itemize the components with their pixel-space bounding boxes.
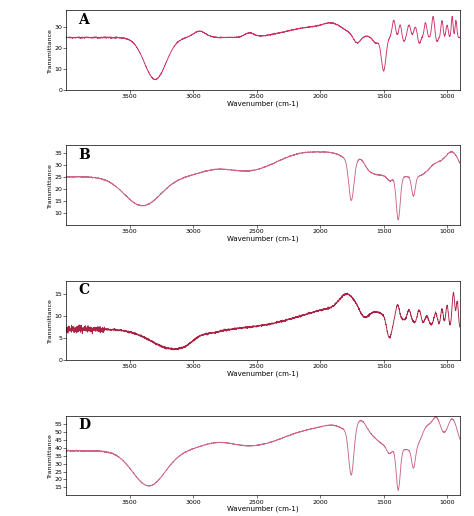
Y-axis label: Transmittance: Transmittance <box>48 163 53 207</box>
Y-axis label: Transmittance: Transmittance <box>48 28 53 73</box>
Y-axis label: Transmittance: Transmittance <box>48 433 53 478</box>
X-axis label: Wavenumber (cm-1): Wavenumber (cm-1) <box>227 236 299 242</box>
Text: C: C <box>78 283 89 297</box>
Text: D: D <box>78 418 90 432</box>
Y-axis label: Transmittance: Transmittance <box>48 298 53 343</box>
Text: A: A <box>78 13 89 27</box>
Text: B: B <box>78 148 90 162</box>
X-axis label: Wavenumber (cm-1): Wavenumber (cm-1) <box>227 506 299 512</box>
X-axis label: Wavenumber (cm-1): Wavenumber (cm-1) <box>227 101 299 107</box>
X-axis label: Wavenumber (cm-1): Wavenumber (cm-1) <box>227 370 299 377</box>
